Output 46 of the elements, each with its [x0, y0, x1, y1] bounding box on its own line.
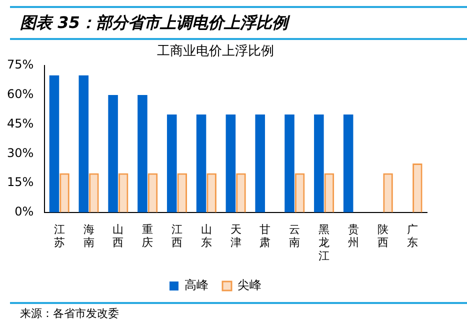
x-tick-label: 贵州	[348, 222, 359, 250]
chart-subtitle: 工商业电价上浮比例	[157, 44, 274, 60]
bar	[60, 173, 70, 212]
x-tick-label: 山西	[112, 222, 124, 250]
legend-label: 尖峰	[238, 278, 262, 292]
x-tick-label: 重庆	[142, 222, 154, 250]
y-tick-label: 60%	[7, 87, 34, 102]
x-tick-label: 广东	[406, 222, 418, 250]
x-tick-label: 海南	[83, 222, 94, 250]
bar	[284, 114, 294, 212]
bar	[148, 173, 158, 212]
bar	[118, 173, 128, 212]
bar	[78, 75, 89, 212]
bar	[89, 173, 99, 212]
y-tick-label: 75%	[7, 58, 34, 72]
bar	[294, 173, 305, 212]
y-tick-label: 45%	[7, 116, 34, 130]
x-tick-label: 江苏	[54, 222, 65, 250]
y-tick-label: 15%	[7, 175, 34, 190]
bar	[255, 114, 265, 212]
bar	[324, 173, 334, 212]
bar	[383, 173, 393, 212]
bar	[108, 94, 118, 212]
y-tick-label: 0%	[14, 204, 34, 219]
bar	[49, 75, 60, 212]
x-tick-label: 陕西	[377, 222, 388, 250]
x-tick-label: 山东	[200, 222, 212, 250]
source-note: 来源：各省市发改委	[20, 306, 120, 321]
bar	[177, 173, 188, 212]
y-tick-label: 30%	[7, 146, 34, 160]
bar	[226, 114, 236, 212]
chart-title: 图表 35：部分省市上调电价上浮比例	[10, 6, 467, 40]
bar	[314, 114, 324, 212]
bar	[166, 114, 177, 212]
bar	[196, 114, 206, 212]
x-tick-label: 甘肃	[260, 222, 271, 250]
bar	[138, 94, 148, 212]
x-tick-label: 天津	[230, 222, 242, 250]
x-tick-label: 云南	[289, 222, 300, 250]
x-tick-label: 黑龙江	[318, 222, 330, 262]
x-tick-label: 江西	[172, 222, 183, 250]
bar	[236, 173, 246, 212]
bar	[343, 114, 354, 212]
bar	[206, 173, 216, 212]
legend-label: 高峰	[184, 278, 208, 292]
bar	[412, 163, 422, 212]
